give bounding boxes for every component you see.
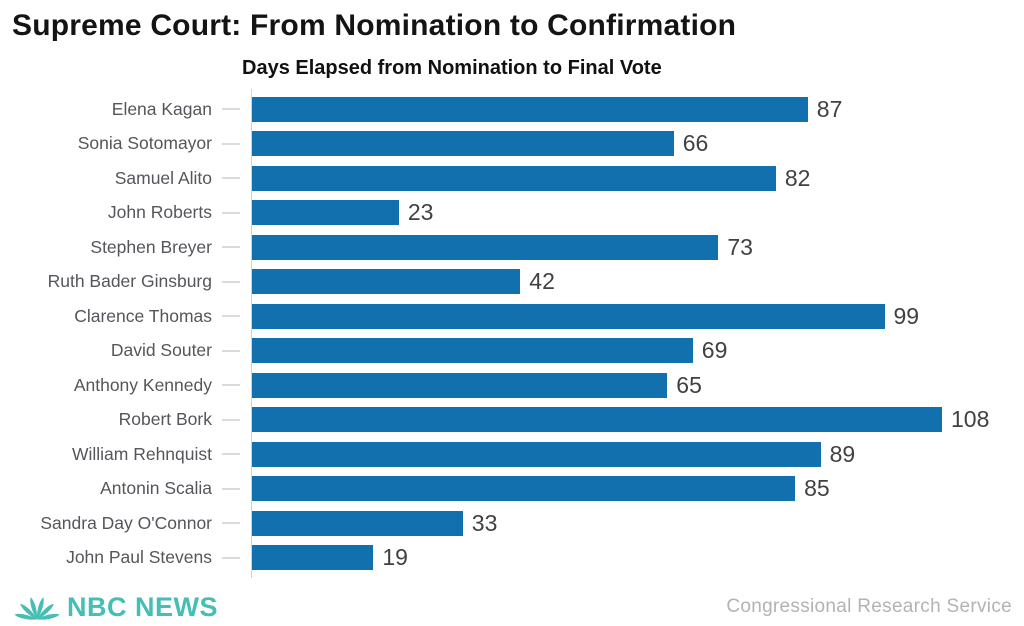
chart-title: Days Elapsed from Nomination to Final Vo…: [242, 57, 662, 79]
bar: [252, 407, 942, 433]
source-credit: Congressional Research Service: [726, 596, 1012, 617]
value-label: 99: [893, 302, 920, 329]
category-label: Robert Bork: [118, 409, 212, 430]
page-title: Supreme Court: From Nomination to Confir…: [12, 9, 737, 42]
bar-cell: 69: [252, 334, 1024, 369]
bar: [252, 338, 693, 364]
category-label: William Rehnquist: [71, 443, 212, 464]
bar: [252, 269, 521, 295]
chart-row: John Paul Stevens 19: [0, 541, 1024, 576]
brand-name: NBC NEWS: [67, 591, 218, 622]
tick-mark: [212, 453, 252, 456]
bar-cell: 42: [252, 265, 1024, 300]
category-label: Stephen Breyer: [90, 236, 212, 257]
category-label: John Paul Stevens: [66, 547, 212, 568]
chart-row: Sandra Day O'Connor 33: [0, 506, 1024, 541]
chart-row: John Roberts 23: [0, 196, 1024, 231]
tick-mark: [212, 315, 252, 318]
bar-cell: 82: [252, 161, 1024, 196]
bar: [252, 131, 674, 157]
value-label: 73: [727, 233, 753, 260]
value-label: 66: [682, 130, 709, 157]
bar: [252, 441, 821, 467]
bar-cell: 66: [252, 127, 1024, 162]
bar: [252, 96, 808, 122]
category-label: David Souter: [110, 340, 212, 361]
bar-cell: 65: [252, 368, 1024, 403]
chart-row: Stephen Breyer 73: [0, 230, 1024, 265]
bar-chart: Elena Kagan 87 Sonia Sotomayor 66 Samuel…: [0, 89, 1024, 578]
nbc-peacock-icon: [14, 597, 60, 620]
bar-cell: 19: [252, 541, 1024, 576]
tick-mark: [212, 487, 252, 490]
bar-cell: 108: [252, 403, 1024, 438]
value-label: 69: [701, 337, 728, 364]
y-axis-line: [251, 89, 252, 578]
tick-mark: [212, 211, 252, 214]
nbc-news-logo: NBC NEWS: [14, 592, 218, 623]
chart-row: William Rehnquist 89: [0, 437, 1024, 472]
category-label: Elena Kagan: [111, 98, 212, 119]
tick-mark: [212, 246, 252, 249]
tick-mark: [212, 177, 252, 180]
category-label: Sonia Sotomayor: [77, 133, 212, 154]
chart-row: David Souter 69: [0, 334, 1024, 369]
tick-mark: [212, 349, 252, 352]
tick-mark: [212, 142, 252, 145]
value-label: 33: [471, 509, 498, 536]
bar: [252, 510, 463, 536]
value-label: 85: [804, 475, 830, 502]
tick-mark: [212, 556, 252, 559]
chart-row: Samuel Alito 82: [0, 161, 1024, 196]
bar-cell: 89: [252, 437, 1024, 472]
bar: [252, 303, 885, 329]
chart-footer: NBC NEWS Congressional Research Service: [0, 588, 1024, 626]
tick-mark: [212, 280, 252, 283]
bar-cell: 23: [252, 196, 1024, 231]
category-label: Sandra Day O'Connor: [40, 512, 212, 533]
category-label: Ruth Bader Ginsburg: [47, 271, 212, 292]
bar-cell: 33: [252, 506, 1024, 541]
category-label: Clarence Thomas: [74, 305, 212, 326]
bar-cell: 73: [252, 230, 1024, 265]
tick-mark: [212, 418, 252, 421]
chart-page: Supreme Court: From Nomination to Confir…: [0, 8, 1024, 626]
bar: [252, 165, 776, 191]
value-label: 23: [407, 199, 434, 226]
chart-row: Clarence Thomas 99: [0, 299, 1024, 334]
category-label: Antonin Scalia: [100, 478, 212, 499]
chart-row: Elena Kagan 87: [0, 92, 1024, 127]
value-label: 42: [529, 268, 555, 295]
bar-cell: 99: [252, 299, 1024, 334]
category-label: Anthony Kennedy: [73, 374, 212, 395]
tick-mark: [212, 108, 252, 111]
bar: [252, 545, 374, 571]
bar: [252, 234, 719, 260]
bar-cell: 87: [252, 92, 1024, 127]
bar: [252, 372, 668, 398]
bar: [252, 476, 796, 502]
category-label: John Roberts: [107, 202, 212, 223]
chart-row: Robert Bork 108: [0, 403, 1024, 438]
value-label: 82: [784, 164, 811, 191]
category-label: Samuel Alito: [114, 167, 212, 188]
chart-row: Sonia Sotomayor 66: [0, 127, 1024, 162]
value-label: 19: [382, 544, 408, 571]
value-label: 87: [816, 95, 843, 122]
chart-rows: Elena Kagan 87 Sonia Sotomayor 66 Samuel…: [0, 92, 1024, 575]
bar-cell: 85: [252, 472, 1024, 507]
chart-row: Ruth Bader Ginsburg 42: [0, 265, 1024, 300]
bar: [252, 200, 399, 226]
tick-mark: [212, 522, 252, 525]
value-label: 89: [829, 440, 856, 467]
value-label: 108: [951, 406, 990, 433]
value-label: 65: [676, 371, 702, 398]
chart-row: Antonin Scalia 85: [0, 472, 1024, 507]
chart-row: Anthony Kennedy 65: [0, 368, 1024, 403]
tick-mark: [212, 384, 252, 387]
